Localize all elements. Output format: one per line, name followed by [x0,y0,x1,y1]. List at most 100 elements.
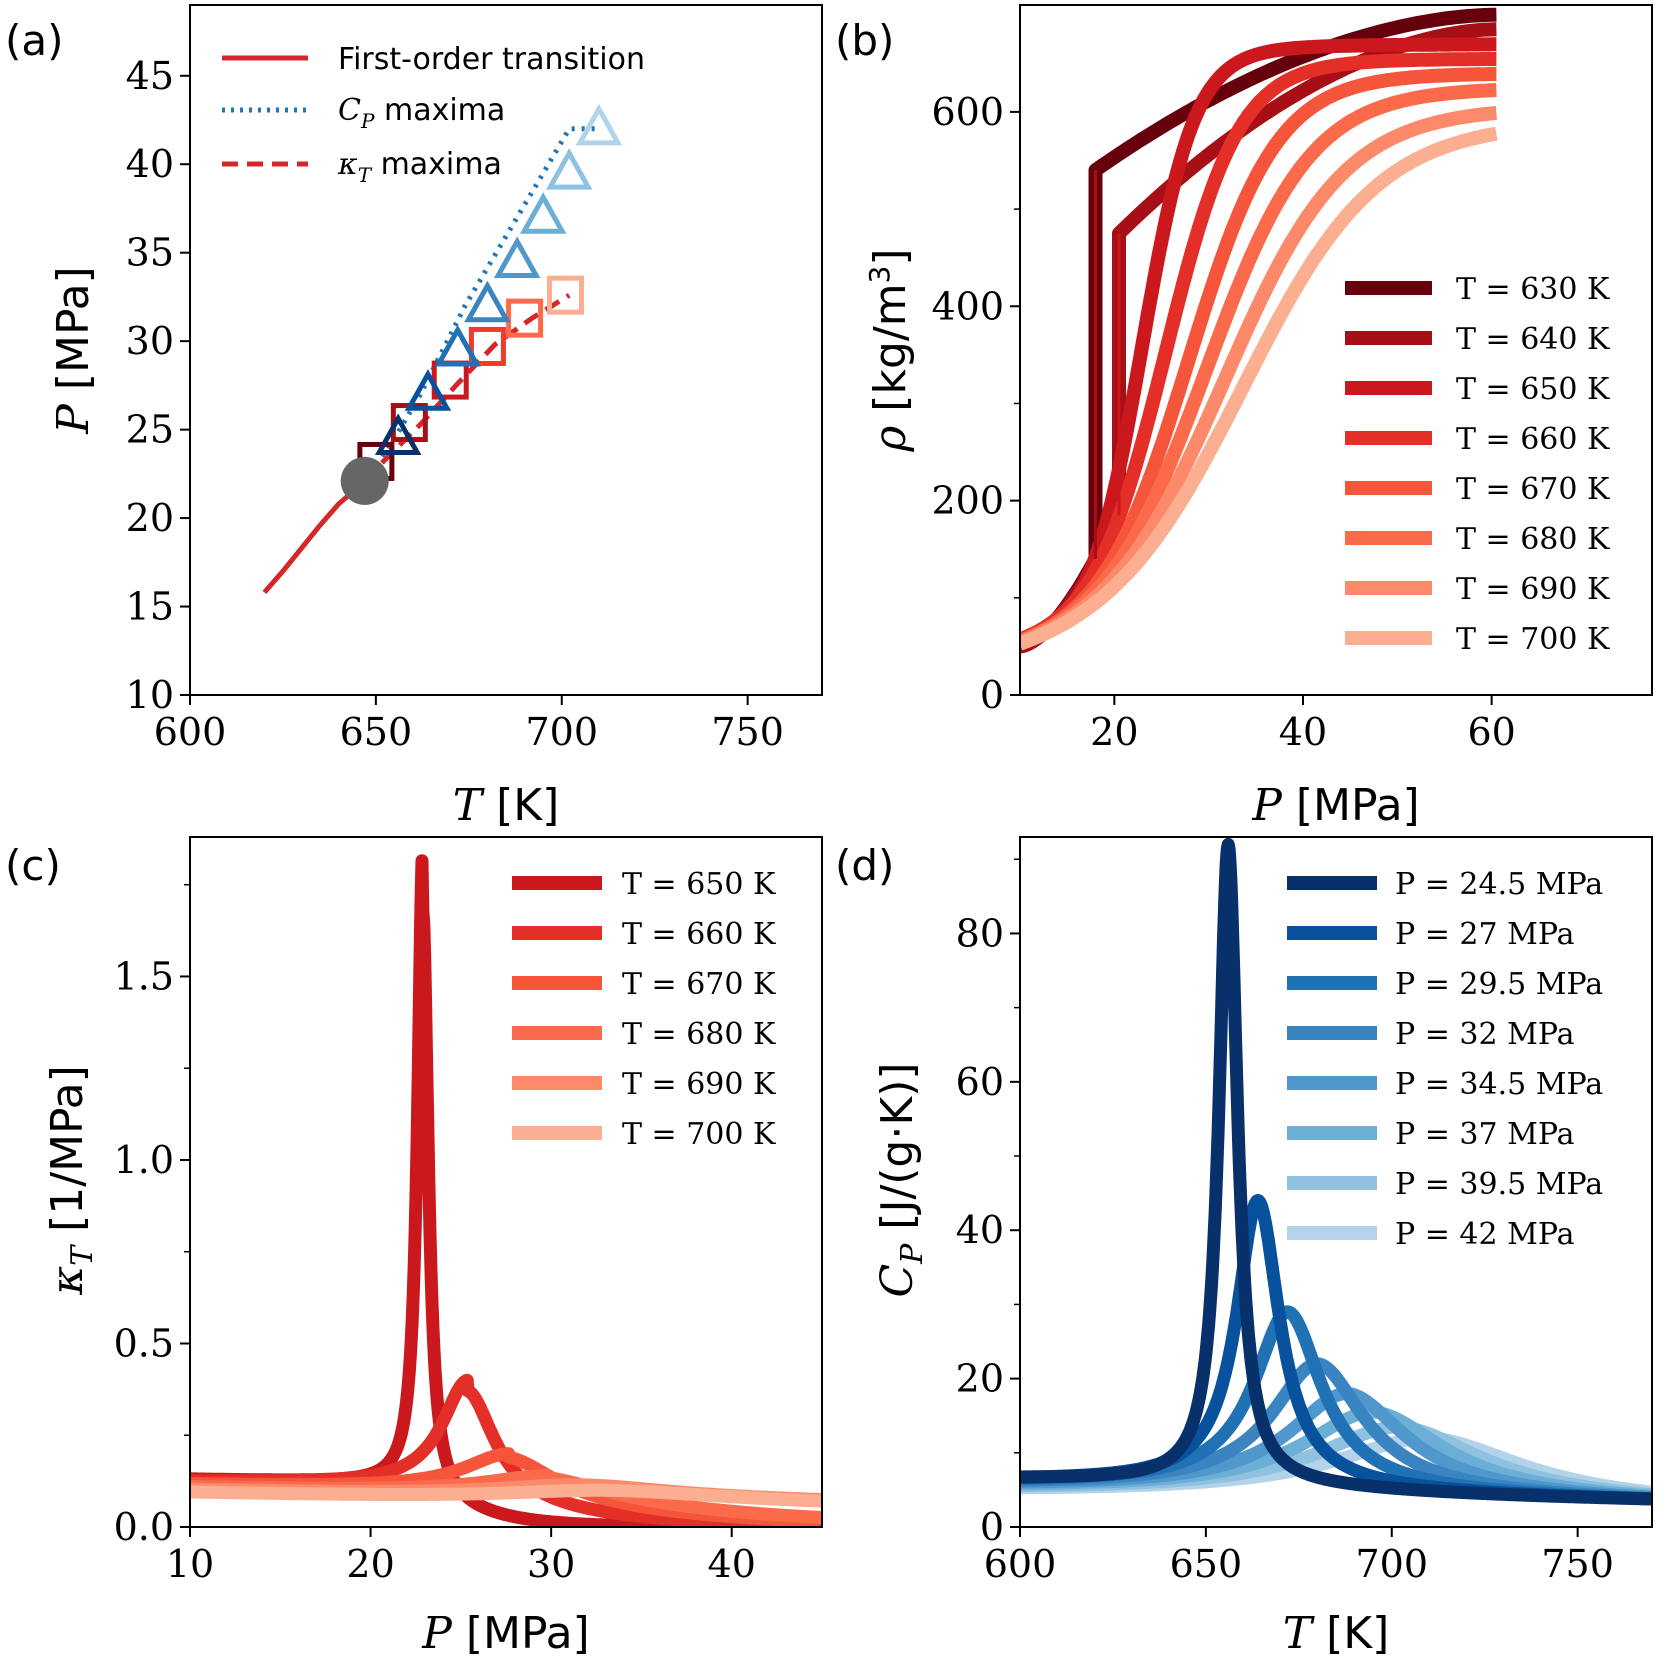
panel-a-series-1 [362,126,599,483]
legend-label: P = 37 MPa [1395,1117,1575,1152]
y-tick-label: 20 [956,1357,1004,1401]
panel-a: (a) 600 650 700 750 10 15 20 25 30 35 40 45 T [K] P… [5,4,823,831]
panel-c-xlabel: P [MPa] [421,1608,589,1659]
y-tick-label: 1.0 [114,1138,174,1182]
y-tick-label: 0.5 [114,1321,174,1365]
panel-a-series-2 [362,293,571,483]
y-tick-label: 10 [126,673,174,717]
x-tick-label: 10 [166,1542,214,1586]
panel-b-plot-area [1020,7,1501,654]
kt-curve-0 [190,854,822,1527]
y-tick-label: 1.5 [114,954,174,998]
legend-label: T = 690 K [1456,572,1610,607]
kt-curve-5 [190,1483,822,1508]
critical-point-marker [340,456,389,505]
y-tick-label: 40 [126,142,174,186]
legend-label: T = 660 K [1456,422,1610,457]
y-tick-label: 0 [980,1505,1004,1549]
legend-label: P = 39.5 MPa [1395,1167,1603,1202]
legend-label: P = 32 MPa [1395,1017,1575,1052]
panel-b-xlabel: P [MPa] [1251,780,1419,831]
panel-a-ylabel: P [MPa] [48,266,99,434]
y-tick-label: 45 [126,54,174,98]
legend-label: P = 42 MPa [1395,1217,1575,1252]
density-curve-650 [1020,37,1501,649]
legend-label: P = 24.5 MPa [1395,867,1603,902]
cp-curve-0 [1020,837,1652,1506]
legend-label: T = 630 K [1456,272,1610,307]
density-curve-700 [1020,126,1501,651]
panel-d-plot-area [1020,837,1652,1506]
y-tick-label: 600 [931,90,1004,134]
x-tick-label: 40 [1279,710,1327,754]
panel-c: (c) 10 20 30 40 0.0 0.5 1.0 1.5 P [MPa] κT [1/M… [5,836,823,1659]
cp-maximum-marker [493,236,541,279]
y-tick-label: 25 [126,408,174,452]
panel-b-ylabel: ρ [kg/m3] [863,248,916,452]
panel-a-legend: First-order transition CP maxima κT maxi… [222,42,645,187]
x-tick-label: 600 [154,710,227,754]
panel-a-label: (a) [5,16,64,65]
legend-label-kt-maxima: κT maxima [337,147,502,187]
legend-label: T = 650 K [1456,372,1610,407]
y-tick-label: 400 [931,284,1004,328]
panel-b-frame [1019,4,1653,696]
y-tick-label: 30 [126,319,174,363]
panel-c-frame [189,836,823,1528]
panel-d-xlabel: T [K] [1283,1608,1390,1659]
panel-c-label: (c) [5,841,61,890]
panel-d-frame [1019,836,1653,1528]
x-tick-label: 20 [346,1542,394,1586]
y-tick-label: 15 [126,585,174,629]
x-tick-label: 40 [708,1542,756,1586]
legend-label-first-order: First-order transition [338,42,645,77]
cp-maximum-marker [575,103,623,146]
cp-maximum-marker [519,192,567,234]
panel-b-legend: T = 630 K T = 640 K T = 650 K T = 660 K T = … [1345,272,1610,657]
cp-maximum-marker [404,369,452,411]
y-tick-label: 35 [126,231,174,275]
panel-b-label: (b) [835,16,894,65]
legend-label: P = 27 MPa [1395,917,1575,952]
x-tick-label: 650 [340,710,413,754]
density-curve-660 [1020,52,1501,647]
panel-c-ticks: 10 20 30 40 0.0 0.5 1.0 1.5 [114,883,756,1586]
legend-label: T = 650 K [622,867,776,902]
kt-maximum-marker [468,326,506,366]
x-tick-label: 650 [1170,1542,1243,1586]
panel-c-plot-area [190,854,822,1527]
y-tick-label: 20 [126,496,174,540]
legend-label: T = 660 K [622,917,776,952]
y-tick-label: 80 [956,911,1004,955]
legend-label: P = 29.5 MPa [1395,967,1603,1002]
panel-c-ylabel: κT [1/MPa] [42,1065,100,1296]
y-tick-label: 60 [956,1060,1004,1104]
legend-label-cp-maxima: CP maxima [338,93,505,133]
kt-maximum-marker [546,275,584,315]
panel-a-plot-area [262,103,623,595]
panel-d-ticks: 600 650 700 750 0 20 40 60 80 [956,858,1614,1586]
legend-label: T = 640 K [1456,322,1610,357]
panel-c-legend: T = 650 K T = 660 K T = 670 K T = 680 K T = … [512,867,776,1152]
panel-d: (d) 600 650 700 750 0 20 40 60 80 T [K] CP [J/(g… [835,836,1653,1659]
cp-maximum-marker [374,413,422,455]
legend-label: T = 670 K [1456,472,1610,507]
x-tick-label: 750 [711,710,784,754]
legend-label: T = 690 K [622,1067,776,1102]
panel-d-ylabel: CP [J/(g·K)] [872,1062,930,1297]
x-tick-label: 30 [527,1542,575,1586]
cp-maximum-marker [464,280,511,323]
y-tick-label: 40 [956,1208,1004,1252]
x-tick-label: 700 [1355,1542,1428,1586]
legend-label: P = 34.5 MPa [1395,1067,1603,1102]
panel-d-label: (d) [835,841,894,890]
panel-a-xlabel: T [K] [453,780,560,831]
panel-a-frame [189,4,823,696]
legend-label: T = 680 K [622,1017,776,1052]
cp-maximum-marker [545,147,593,190]
panel-d-legend: P = 24.5 MPa P = 27 MPa P = 29.5 MPa P = 32… [1287,867,1603,1252]
x-tick-label: 750 [1541,1542,1614,1586]
